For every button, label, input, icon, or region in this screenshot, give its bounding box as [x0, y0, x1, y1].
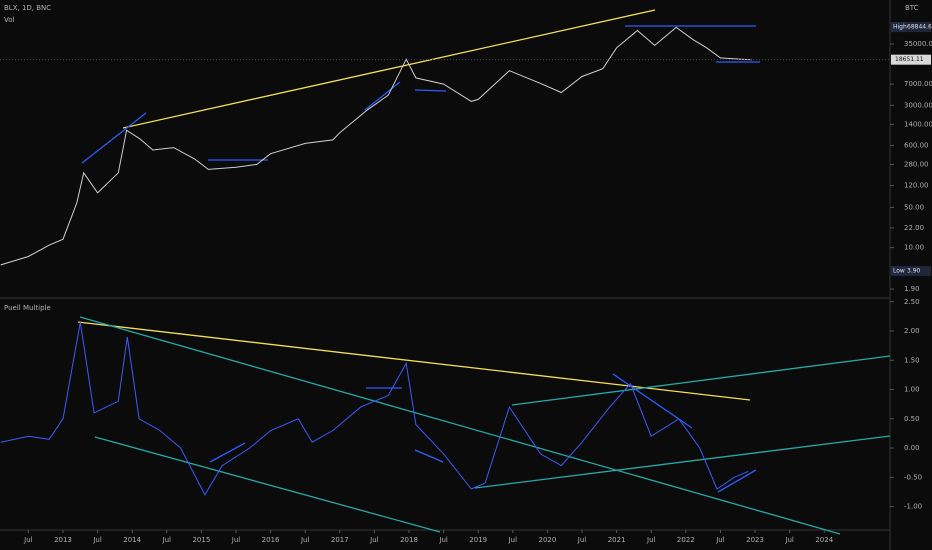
high-tag [891, 22, 931, 33]
x-tick-label: Jul [231, 536, 241, 544]
low-tag-name [891, 266, 905, 277]
y-tick-label: 1.90 [904, 285, 920, 293]
last-tag [891, 54, 931, 65]
x-tick-label: Jul [715, 536, 725, 544]
x-tick-label: 2015 [192, 536, 210, 544]
trendlines [77, 9, 891, 535]
x-tick-label: Jul [369, 536, 379, 544]
y-tick-label: 7000.00 [904, 80, 932, 88]
trendline [474, 435, 891, 489]
y-tick-label: 1400.00 [904, 120, 932, 128]
pane-title: Puell Multiple [4, 304, 51, 312]
x-tick-label: 2024 [815, 536, 833, 544]
axis-unit: BTC [905, 4, 919, 12]
last-value: 18651.11 [895, 56, 924, 63]
y-tick-label: 2.00 [904, 327, 920, 335]
x-tick-label: Jul [23, 536, 33, 544]
x-tick-label: 2023 [746, 536, 764, 544]
y-tick-label: -1.00 [904, 503, 922, 511]
trendline [717, 469, 757, 493]
x-tick-label: 2018 [400, 536, 418, 544]
trendline [81, 112, 147, 164]
y-tick-label: 0.50 [904, 415, 920, 423]
trendline [511, 355, 891, 406]
x-tick-label: 2020 [539, 536, 557, 544]
low-value: 3.90 [907, 268, 921, 275]
high-tag-name [891, 22, 905, 33]
trendline [414, 89, 447, 92]
y-tick-label: 10.00 [904, 244, 924, 252]
x-tick-label: 2021 [608, 536, 626, 544]
y-tick-label: 3000.00 [904, 101, 932, 109]
y-tick-label: 35000.00 [904, 40, 932, 48]
series-line [0, 26, 752, 266]
high-name: High [893, 24, 907, 31]
x-tick-label: 2013 [54, 536, 72, 544]
x-tick-label: 2019 [469, 536, 487, 544]
low-name: Low [893, 268, 905, 275]
x-tick-label: Jul [438, 536, 448, 544]
x-tick-label: Jul [577, 536, 587, 544]
y-tick-label: 120.00 [904, 182, 929, 190]
series-line [0, 322, 749, 496]
x-tick-label: 2016 [262, 536, 280, 544]
y-tick-label: 22.00 [904, 224, 924, 232]
y-tick-label: 1.00 [904, 386, 920, 394]
y-tick-label: 1.50 [904, 356, 920, 364]
x-tick-label: Jul [300, 536, 310, 544]
x-tick-label: Jul [92, 536, 102, 544]
trendline [414, 449, 444, 463]
x-tick-label: Jul [784, 536, 794, 544]
chart-subtitle: Vol [4, 16, 15, 24]
x-tick-label: Jul [162, 536, 172, 544]
x-tick-label: Jul [508, 536, 518, 544]
trendline [94, 436, 441, 533]
trendline [122, 9, 656, 129]
x-tick-label: 2014 [123, 536, 141, 544]
x-tick-label: 2017 [331, 536, 349, 544]
x-tick-label: 2022 [677, 536, 695, 544]
y-tick-label: 50.00 [904, 203, 924, 211]
y-tick-label: 600.00 [904, 141, 929, 149]
trendline [209, 442, 246, 463]
x-tick-label: Jul [646, 536, 656, 544]
trendline [77, 321, 751, 401]
low-tag [891, 266, 931, 277]
trendline [364, 81, 401, 111]
y-tick-label: 2.50 [904, 298, 920, 306]
high-value: 68844.62 [907, 24, 932, 31]
trendline [79, 316, 841, 535]
y-tick-label: -0.50 [904, 473, 922, 481]
y-tick-label: 280.00 [904, 160, 929, 168]
y-tick-label: 0.00 [904, 444, 920, 452]
chart-title: BLX, 1D, BNC [4, 4, 51, 12]
